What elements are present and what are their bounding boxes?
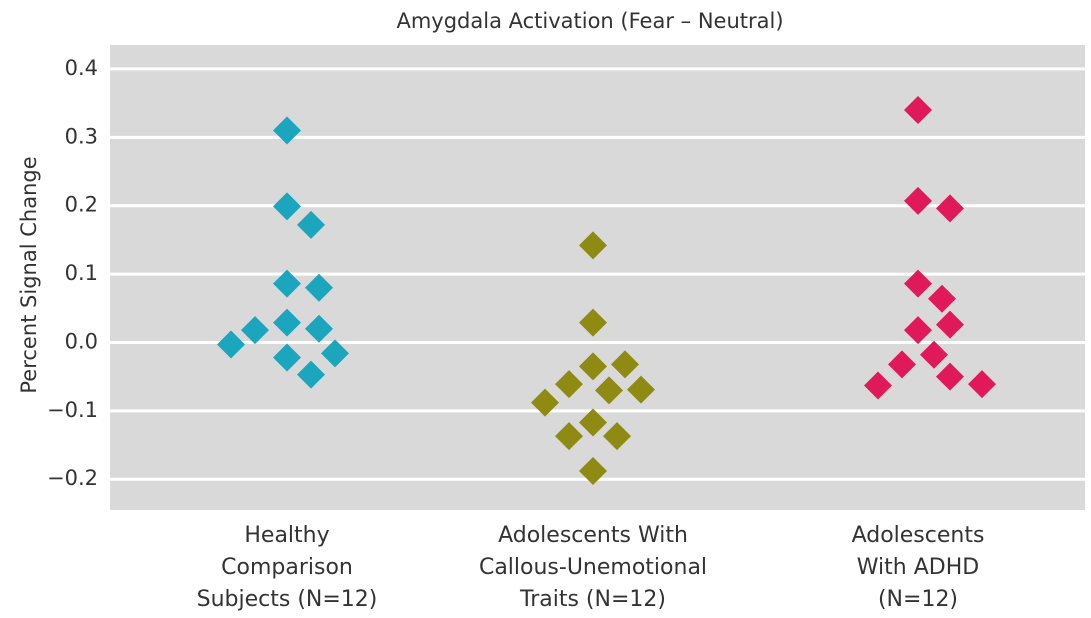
data-point	[531, 388, 559, 417]
data-point	[904, 269, 932, 298]
chart-title: Amygdala Activation (Fear – Neutral)	[396, 9, 783, 33]
data-point	[603, 422, 631, 451]
x-tick-label: Healthy Comparison Subjects (N=12)	[196, 523, 378, 612]
y-tick-label: 0.1	[65, 261, 98, 285]
data-point	[579, 308, 607, 337]
data-point	[305, 314, 333, 343]
y-tick-label: −0.2	[47, 466, 98, 490]
data-point	[627, 375, 655, 404]
data-point	[928, 284, 956, 313]
data-point	[297, 360, 325, 389]
data-point	[579, 457, 607, 486]
data-point	[305, 273, 333, 302]
y-tick-label: −0.1	[47, 398, 98, 422]
data-point	[321, 339, 349, 368]
x-tick-label: Adolescents With ADHD (N=12)	[851, 523, 985, 612]
data-point	[555, 370, 583, 399]
data-point	[579, 408, 607, 437]
plot-background	[110, 45, 1085, 510]
y-tick-label: 0.3	[65, 124, 98, 148]
y-axis-label: Percent Signal Change	[17, 156, 41, 393]
data-point	[611, 350, 639, 379]
y-tick-label: 0.2	[65, 193, 98, 217]
data-point	[904, 316, 932, 345]
data-point	[864, 371, 892, 400]
x-tick-label: Adolescents With Callous-Unemotional Tra…	[478, 523, 708, 612]
data-point	[273, 116, 301, 145]
y-tick-label: 0.4	[65, 56, 98, 80]
data-point	[888, 350, 916, 379]
data-point	[555, 422, 583, 451]
data-point	[936, 194, 964, 223]
data-point	[936, 362, 964, 391]
data-point	[920, 340, 948, 369]
y-tick-label: 0.0	[65, 329, 98, 353]
data-point	[273, 308, 301, 337]
data-point	[968, 370, 996, 399]
data-point	[904, 186, 932, 215]
data-point	[579, 231, 607, 260]
data-point	[904, 95, 932, 124]
data-point	[273, 343, 301, 372]
data-point	[273, 192, 301, 221]
data-point	[595, 376, 623, 405]
data-point	[297, 210, 325, 239]
data-point	[936, 310, 964, 339]
data-point	[579, 352, 607, 381]
data-point	[273, 269, 301, 298]
data-point	[217, 330, 245, 359]
data-point	[241, 316, 269, 345]
